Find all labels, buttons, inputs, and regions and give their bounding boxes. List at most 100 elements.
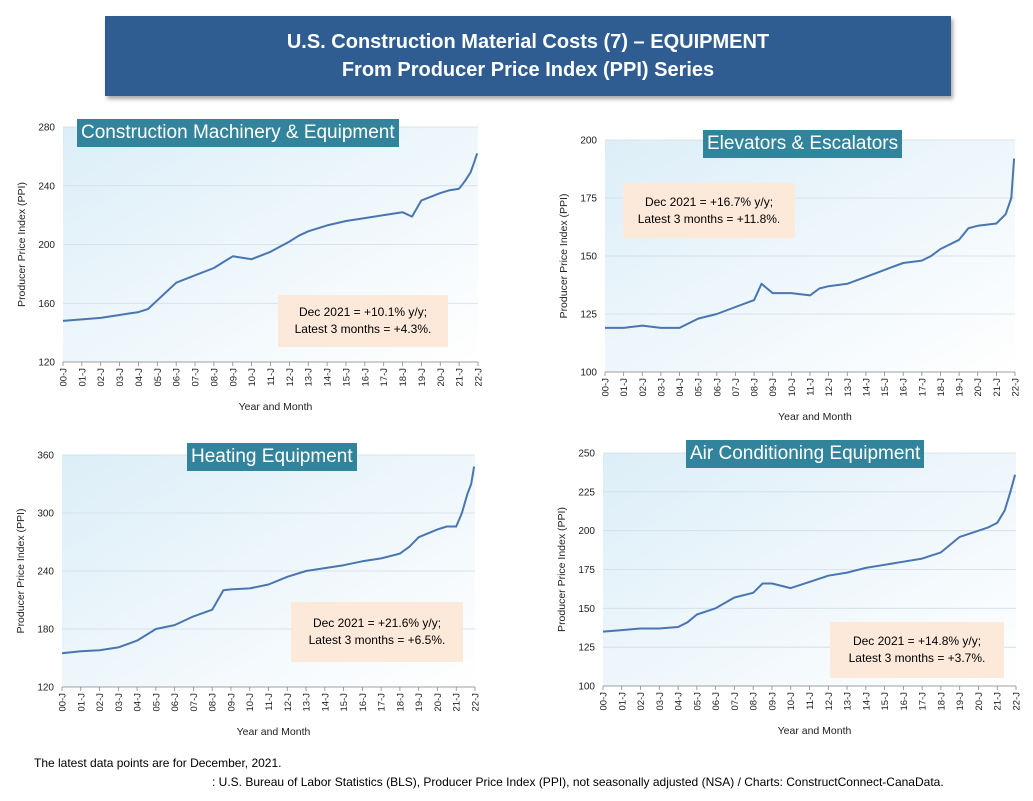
chart-svg: 120 180 240 300 360 00-J 01-J 02-J 03-J 04-J 05-J 0… (15, 451, 482, 739)
y-tick-label: 250 (578, 449, 595, 460)
chart-title: Elevators & Escalators (703, 130, 903, 158)
y-tick-label: 240 (37, 567, 54, 578)
annotation-line-2: Latest 3 months = +11.8%. (637, 211, 781, 226)
x-tick-label: 15-J (880, 692, 891, 711)
y-tick-label: 125 (578, 643, 595, 654)
x-tick-label: 15-J (341, 368, 352, 387)
y-tick-label: 120 (38, 358, 55, 369)
x-tick-label: 18-J (398, 368, 409, 387)
y-tick-label: 180 (37, 625, 54, 636)
x-axis-title: Year and Month (237, 726, 311, 738)
chart-heating-equipment: 120 180 240 300 360 00-J 01-J 02-J 03-J 04-J 05-J 0… (5, 440, 482, 745)
x-tick-label: 19-J (955, 378, 966, 397)
y-tick-label: 175 (578, 565, 595, 576)
y-tick-label: 200 (578, 526, 595, 537)
series-line (605, 158, 1016, 329)
chart-title: Heating Equipment (187, 443, 357, 471)
x-tick-label: 21-J (992, 378, 1003, 397)
chart-construction-machinery: 120 160 200 240 280 00-J 01-J 02-J 03-J 04-J 05-J 0… (10, 115, 485, 420)
x-tick-label: 17-J (377, 693, 388, 712)
series-line (61, 466, 476, 655)
y-tick-label: 280 (38, 123, 55, 134)
x-tick-label: 20-J (974, 692, 985, 711)
x-tick-label: 03-J (656, 378, 667, 397)
footnote-latest: The latest data points are for December,… (34, 756, 282, 770)
x-tick-label: 15-J (339, 693, 350, 712)
y-tick-label: 150 (578, 604, 595, 615)
x-tick-label: 01-J (76, 693, 87, 712)
x-axis-title: Year and Month (778, 411, 852, 423)
x-tick-label: 12-J (285, 368, 296, 387)
x-tick-label: 14-J (323, 368, 334, 387)
x-tick-label: 21-J (455, 368, 466, 387)
y-tick-label: 225 (578, 487, 595, 498)
x-tick-label: 03-J (115, 368, 126, 387)
chart-title: Air Conditioning Equipment (686, 440, 925, 468)
x-tick-label: 16-J (899, 692, 910, 711)
x-tick-label: 07-J (731, 378, 742, 397)
annotation-line-1: Dec 2021 = +16.7% y/y; (644, 194, 774, 209)
x-tick-label: 14-J (861, 692, 872, 711)
x-tick-label: 08-J (208, 693, 219, 712)
x-tick-label: 10-J (786, 692, 797, 711)
x-tick-label: 21-J (452, 693, 463, 712)
y-tick-label: 175 (580, 194, 597, 205)
x-tick-label: 06-J (170, 693, 181, 712)
x-tick-label: 03-J (114, 693, 125, 712)
x-tick-label: 14-J (861, 378, 872, 397)
x-tick-label: 08-J (750, 378, 761, 397)
x-tick-label: 10-J (787, 378, 798, 397)
chart-svg: 100 125 150 175 200 225 250 00-J 01-J 02-J 03-J 04-… (556, 449, 1023, 738)
y-tick-label: 200 (580, 136, 597, 147)
x-tick-label: 04-J (675, 378, 686, 397)
y-tick-label: 100 (580, 368, 597, 379)
x-tick-label: 01-J (619, 378, 630, 397)
x-tick-label: 00-J (599, 692, 610, 711)
x-tick-label: 18-J (395, 693, 406, 712)
chart-air-conditioning: 100 125 150 175 200 225 250 00-J 01-J 02-J 03-J 04-… (548, 440, 1023, 745)
annotation-box: Dec 2021 = +16.7% y/y; Latest 3 months =… (623, 183, 795, 238)
y-tick-label: 300 (37, 509, 54, 520)
x-tick-label: 00-J (601, 378, 612, 397)
x-tick-label: 11-J (806, 378, 817, 396)
x-tick-label: 15-J (880, 378, 891, 397)
y-tick-label: 120 (37, 683, 54, 694)
x-tick-label: 22-J (1012, 692, 1023, 711)
y-axis-title: Producer Price Index (PPI) (558, 194, 570, 319)
x-tick-label: 13-J (304, 368, 315, 387)
x-tick-label: 08-J (749, 692, 760, 711)
x-tick-label: 05-J (151, 693, 162, 712)
x-tick-label: 03-J (655, 692, 666, 711)
annotation-line-1: Dec 2021 = +21.6% y/y; (312, 616, 442, 630)
x-axis-title: Year and Month (778, 725, 852, 737)
x-tick-label: 17-J (917, 378, 928, 397)
x-tick-label: 06-J (172, 368, 183, 387)
y-axis-title: Producer Price Index (PPI) (556, 507, 568, 632)
series-line (602, 474, 1017, 633)
x-tick-label: 22-J (1011, 378, 1022, 397)
y-tick-label: 360 (37, 451, 54, 462)
x-tick-label: 09-J (768, 378, 779, 397)
y-tick-label: 160 (38, 299, 55, 310)
x-tick-label: 07-J (189, 693, 200, 712)
x-tick-label: 07-J (191, 368, 202, 387)
annotation-box: Dec 2021 = +14.8% y/y; Latest 3 months =… (830, 622, 1004, 678)
annotation-line-1: Dec 2021 = +10.1% y/y; (298, 305, 428, 319)
x-tick-label: 05-J (694, 378, 705, 397)
page-title: U.S. Construction Material Costs (7) – E… (286, 31, 770, 53)
x-tick-label: 19-J (955, 692, 966, 711)
x-tick-label: 10-J (247, 368, 258, 387)
x-tick-label: 02-J (638, 378, 649, 397)
x-tick-label: 00-J (59, 368, 70, 387)
x-tick-label: 20-J (436, 368, 447, 387)
y-axis-title: Producer Price Index (PPI) (16, 182, 28, 307)
x-tick-label: 01-J (617, 692, 628, 711)
page-subtitle: From Producer Price Index (PPI) Series (341, 59, 715, 81)
chart-title: Construction Machinery & Equipment (77, 119, 399, 147)
x-tick-label: 02-J (96, 368, 107, 387)
y-tick-label: 100 (578, 682, 595, 693)
x-tick-label: 17-J (918, 692, 929, 711)
y-tick-label: 240 (38, 181, 55, 192)
x-tick-label: 06-J (711, 692, 722, 711)
header-banner: U.S. Construction Material Costs (7) – E… (105, 16, 951, 96)
